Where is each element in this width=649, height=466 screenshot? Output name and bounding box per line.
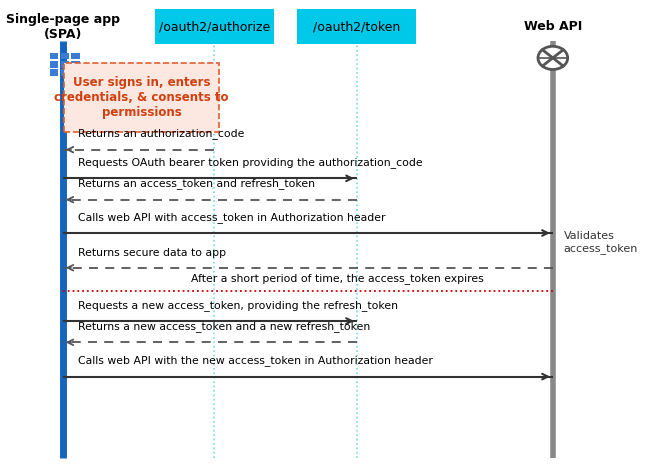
Bar — [297, 9, 416, 44]
Text: Requests OAuth bearer token providing the authorization_code: Requests OAuth bearer token providing th… — [78, 157, 422, 168]
Text: After a short period of time, the access_token expires: After a short period of time, the access… — [191, 273, 484, 284]
Text: /oauth2/authorize: /oauth2/authorize — [159, 21, 270, 34]
Bar — [60, 53, 69, 59]
FancyBboxPatch shape — [64, 62, 219, 132]
Bar — [71, 61, 80, 68]
Text: Returns an authorization_code: Returns an authorization_code — [78, 129, 244, 139]
Text: Requests a new access_token, providing the refresh_token: Requests a new access_token, providing t… — [78, 300, 398, 311]
Bar — [71, 53, 80, 59]
Bar — [60, 69, 69, 76]
Text: Returns an access_token and refresh_token: Returns an access_token and refresh_toke… — [78, 178, 315, 190]
Text: Validates
access_token: Validates access_token — [563, 231, 638, 254]
Bar — [60, 61, 69, 68]
Bar — [71, 69, 80, 76]
Bar — [50, 61, 58, 68]
Text: Calls web API with the new access_token in Authorization header: Calls web API with the new access_token … — [78, 356, 433, 366]
Text: /oauth2/token: /oauth2/token — [313, 21, 400, 34]
Circle shape — [538, 46, 568, 69]
Bar — [50, 69, 58, 76]
Text: Web API: Web API — [524, 21, 582, 34]
Text: Single-page app
(SPA): Single-page app (SPA) — [6, 13, 120, 41]
Text: User signs in, enters
credentials, & consents to
permissions: User signs in, enters credentials, & con… — [55, 76, 229, 119]
Text: Returns secure data to app: Returns secure data to app — [78, 247, 226, 258]
Text: Returns a new access_token and a new refresh_token: Returns a new access_token and a new ref… — [78, 321, 370, 332]
Bar — [50, 53, 58, 59]
Bar — [155, 9, 274, 44]
Text: Calls web API with access_token in Authorization header: Calls web API with access_token in Autho… — [78, 212, 386, 223]
